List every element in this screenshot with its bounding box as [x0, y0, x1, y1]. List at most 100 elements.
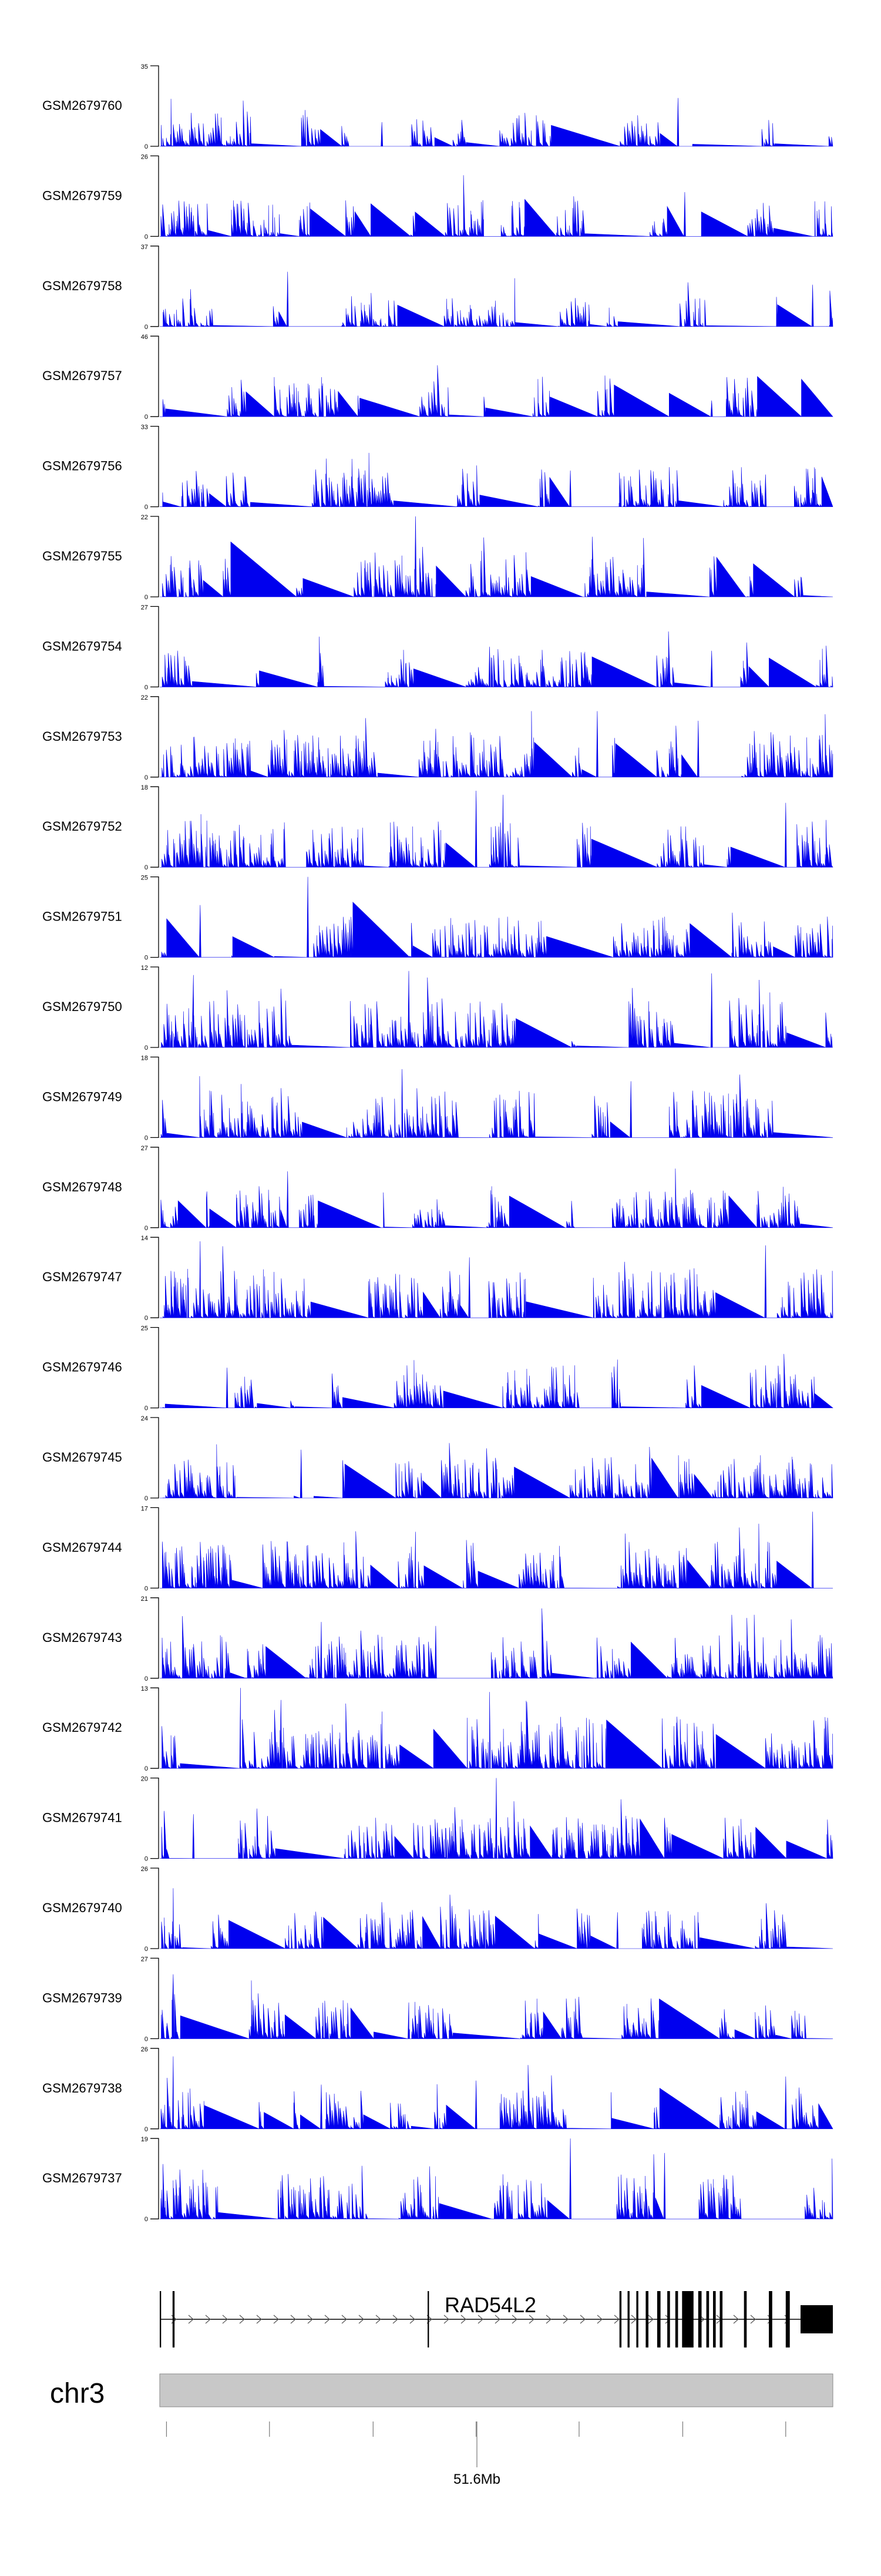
track-GSM2679743: GSM2679743 21 0: [42, 1596, 833, 1682]
coverage-area: [160, 271, 833, 327]
y-axis: [150, 966, 159, 1048]
y-max-label: 18: [141, 784, 148, 791]
track-name-label: GSM2679748: [42, 1180, 122, 1194]
y-axis: [150, 516, 159, 597]
track-name-label: GSM2679755: [42, 549, 122, 563]
track-name-label: GSM2679746: [42, 1360, 122, 1375]
track-GSM2679757: GSM2679757 46 0: [42, 334, 833, 421]
y-max-label: 12: [141, 965, 148, 972]
y-axis: [150, 876, 159, 958]
strand-arrow-icon: [546, 2315, 552, 2324]
strand-arrow-icon: [273, 2315, 279, 2324]
exon-block: [160, 2291, 162, 2347]
strand-arrow-icon: [341, 2315, 347, 2324]
y-max-label: 35: [141, 63, 148, 70]
coverage-area: [160, 1069, 833, 1138]
coverage-area: [160, 1168, 833, 1228]
strand-arrow-icon: [256, 2315, 262, 2324]
y-max-label: 26: [141, 153, 148, 160]
strand-arrow-icon: [648, 2315, 654, 2324]
y-axis: [150, 1507, 159, 1589]
track-GSM2679760: GSM2679760 35 0: [42, 63, 833, 150]
coverage-area: [160, 1888, 833, 1950]
track-GSM2679740: GSM2679740 26 0: [42, 1866, 833, 1953]
y-axis: [150, 425, 159, 508]
track-GSM2679737: GSM2679737 19 0: [42, 2136, 833, 2223]
coverage-area: [160, 365, 833, 418]
y-min-label: 0: [144, 864, 148, 871]
y-axis: [150, 65, 159, 147]
exon-block: [675, 2291, 678, 2347]
y-max-label: 46: [141, 334, 148, 341]
chromosome-ideogram: chr3 51.6Mb: [50, 2373, 833, 2487]
y-max-label: 26: [141, 1866, 148, 1873]
y-max-label: 27: [141, 1956, 148, 1963]
coverage-area: [160, 98, 833, 147]
y-axis: [150, 606, 159, 688]
track-GSM2679748: GSM2679748 27 0: [42, 1145, 833, 1232]
gene-model: RAD54L2: [160, 2291, 833, 2347]
y-axis: [150, 1326, 159, 1409]
track-GSM2679746: GSM2679746 25 0: [42, 1325, 833, 1412]
strand-arrow-icon: [750, 2315, 756, 2324]
y-max-label: 22: [141, 514, 148, 521]
y-min-label: 0: [144, 143, 148, 150]
y-axis: [150, 1957, 159, 2040]
track-GSM2679750: GSM2679750 12 0: [42, 965, 833, 1052]
coverage-area: [160, 876, 833, 958]
y-min-label: 0: [144, 684, 148, 691]
y-axis: [150, 155, 159, 237]
coverage-area: [160, 175, 833, 237]
track-name-label: GSM2679739: [42, 1990, 122, 2005]
track-GSM2679744: GSM2679744 17 0: [42, 1505, 833, 1592]
y-min-label: 0: [144, 2216, 148, 2223]
y-min-label: 0: [144, 2036, 148, 2043]
chromosome-band: [159, 2373, 833, 2407]
y-max-label: 33: [141, 424, 148, 431]
track-GSM2679756: GSM2679756 33 0: [42, 424, 833, 511]
track-GSM2679755: GSM2679755 22 0: [42, 514, 833, 601]
exon-block: [744, 2291, 747, 2347]
strand-arrow-icon: [478, 2315, 483, 2324]
track-GSM2679752: GSM2679752 18 0: [42, 784, 833, 871]
exon-block: [172, 2291, 175, 2347]
exon-block: [667, 2291, 670, 2347]
y-min-label: 0: [144, 1675, 148, 1682]
strand-arrow-icon: [443, 2315, 449, 2324]
y-axis: [150, 786, 159, 868]
y-max-label: 21: [141, 1596, 148, 1603]
y-axis: [150, 1777, 159, 1859]
track-GSM2679738: GSM2679738 26 0: [42, 2046, 833, 2133]
track-name-label: GSM2679754: [42, 639, 122, 653]
coverage-area: [160, 2138, 833, 2220]
track-name-label: GSM2679742: [42, 1720, 122, 1735]
y-min-label: 0: [144, 504, 148, 511]
y-max-label: 22: [141, 694, 148, 701]
y-max-label: 20: [141, 1776, 148, 1783]
coverage-area: [160, 452, 833, 508]
track-GSM2679742: GSM2679742 13 0: [42, 1685, 833, 1772]
track-name-label: GSM2679738: [42, 2081, 122, 2095]
strand-arrow-icon: [205, 2315, 211, 2324]
y-min-label: 0: [144, 1856, 148, 1863]
y-min-label: 0: [144, 1225, 148, 1232]
track-GSM2679758: GSM2679758 37 0: [42, 244, 833, 331]
strand-arrow-icon: [222, 2315, 228, 2324]
exon-block: [785, 2291, 790, 2347]
track-name-label: GSM2679743: [42, 1630, 122, 1645]
y-axis: [150, 1868, 159, 1949]
track-GSM2679745: GSM2679745 24 0: [42, 1415, 833, 1502]
track-GSM2679754: GSM2679754 27 0: [42, 604, 833, 691]
y-min-label: 0: [144, 1765, 148, 1772]
strand-arrow-icon: [665, 2315, 671, 2324]
coverage-area: [160, 1778, 833, 1859]
track-name-label: GSM2679745: [42, 1450, 122, 1465]
y-max-label: 17: [141, 1505, 148, 1512]
track-GSM2679741: GSM2679741 20 0: [42, 1776, 833, 1863]
y-min-label: 0: [144, 1405, 148, 1412]
coverage-area: [160, 516, 833, 598]
y-min-label: 0: [144, 774, 148, 781]
exon-block: [682, 2291, 694, 2347]
exon-block: [801, 2305, 833, 2333]
